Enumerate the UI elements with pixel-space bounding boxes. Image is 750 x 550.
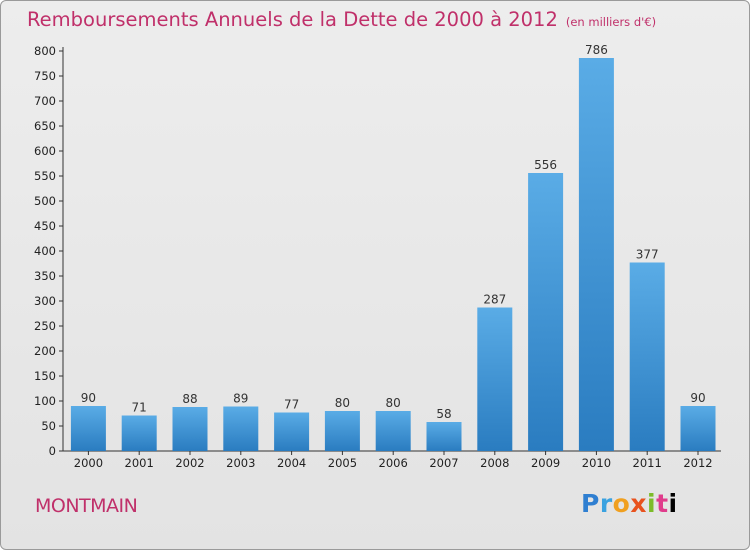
- data-label: 80: [386, 396, 401, 410]
- logo-letter: i: [668, 489, 678, 518]
- y-tick-label: 600: [34, 144, 56, 158]
- logo-letter: i: [647, 489, 657, 518]
- chart-labels: 2000 90 2001 71 2002 88 2003 89 2004 77 2005 80 2006…: [74, 43, 713, 470]
- commune-name: MONTMAIN: [35, 495, 138, 517]
- x-tick-label: 2006: [379, 456, 408, 470]
- bar: [274, 412, 310, 451]
- bar: [70, 406, 106, 451]
- x-tick-label: 2008: [480, 456, 509, 470]
- bar: [528, 173, 564, 451]
- data-label: 377: [636, 248, 659, 262]
- chart-axes: 0 50 100 150 200 250 300 350 400 450 500 550 600 650 7…: [34, 44, 721, 458]
- logo-letter: x: [630, 489, 647, 518]
- logo-letter: P: [581, 489, 600, 518]
- x-tick-label: 2000: [74, 456, 103, 470]
- data-label: 90: [690, 391, 705, 405]
- bar: [629, 262, 665, 451]
- y-tick-label: 650: [34, 119, 56, 133]
- bar: [172, 407, 208, 451]
- y-tick-label: 250: [34, 319, 56, 333]
- y-tick-label: 150: [34, 369, 56, 383]
- y-tick-label: 400: [34, 244, 56, 258]
- y-tick-label: 550: [34, 169, 56, 183]
- y-tick-label: 450: [34, 219, 56, 233]
- data-label: 80: [335, 396, 350, 410]
- y-tick-label: 200: [34, 344, 56, 358]
- logo-letter: t: [656, 489, 669, 518]
- x-tick-label: 2007: [429, 456, 458, 470]
- x-tick-label: 2002: [175, 456, 204, 470]
- bar: [375, 411, 411, 451]
- bar: [121, 415, 157, 451]
- x-tick-label: 2005: [328, 456, 357, 470]
- chart-subtitle: (en milliers d'€): [565, 15, 657, 29]
- data-label: 77: [284, 398, 299, 412]
- chart-bars: [70, 58, 716, 451]
- x-tick-label: 2004: [277, 456, 306, 470]
- data-label: 786: [585, 43, 608, 57]
- y-tick-label: 500: [34, 194, 56, 208]
- bar: [223, 406, 259, 451]
- data-label: 58: [436, 407, 451, 421]
- bar: [477, 307, 513, 451]
- y-tick-label: 700: [34, 94, 56, 108]
- bar: [426, 422, 462, 451]
- y-tick-label: 300: [34, 294, 56, 308]
- y-tick-label: 100: [34, 394, 56, 408]
- data-label: 556: [534, 158, 557, 172]
- bar: [578, 58, 614, 451]
- y-tick-label: 0: [49, 444, 56, 458]
- x-tick-label: 2001: [125, 456, 154, 470]
- y-tick-label: 800: [34, 44, 56, 58]
- data-label: 287: [483, 293, 506, 307]
- y-tick-label: 350: [34, 269, 56, 283]
- data-label: 89: [233, 392, 248, 406]
- y-tick-label: 750: [34, 69, 56, 83]
- x-tick-label: 2011: [633, 456, 662, 470]
- data-label: 71: [132, 401, 147, 415]
- y-tick-label: 50: [41, 419, 56, 433]
- proxiti-logo: Proxiti: [581, 489, 678, 518]
- x-tick-label: 2012: [683, 456, 712, 470]
- bar: [680, 406, 716, 451]
- x-tick-label: 2003: [226, 456, 255, 470]
- x-tick-label: 2010: [582, 456, 611, 470]
- logo-letter: o: [612, 489, 631, 518]
- data-label: 88: [182, 392, 197, 406]
- chart-title-main: Remboursements Annuels de la Dette de 20…: [27, 8, 558, 31]
- x-tick-label: 2009: [531, 456, 560, 470]
- logo-letter: r: [599, 489, 613, 518]
- data-label: 90: [81, 391, 96, 405]
- chart-title: Remboursements Annuels de la Dette de 20…: [27, 8, 656, 31]
- bar: [324, 411, 360, 451]
